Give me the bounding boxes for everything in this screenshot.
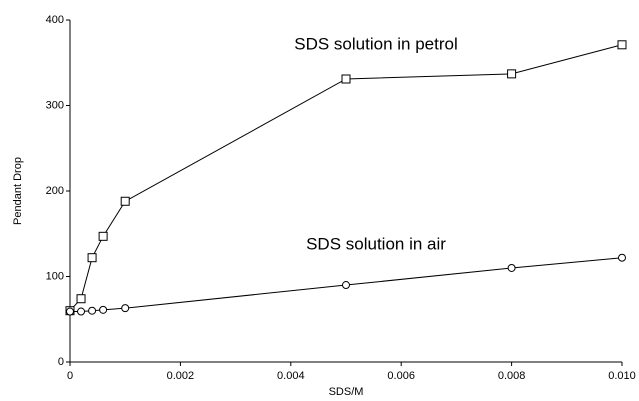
marker [87,253,97,263]
marker [98,231,108,241]
marker [77,307,86,316]
x-tick-label: 0.010 [608,370,636,382]
marker [507,263,516,272]
marker [99,305,108,314]
y-tick-label: 200 [46,185,64,197]
y-tick-label: 0 [58,356,64,368]
x-tick-label: 0.004 [277,370,305,382]
y-axis-label: Pendant Drop [12,157,24,225]
y-tick-label: 300 [46,99,64,111]
series-line [69,44,623,312]
x-tick-label: 0.006 [387,370,415,382]
marker [507,69,517,79]
y-tick-label: 100 [46,270,64,282]
series-annotation: SDS solution in petrol [294,34,457,53]
marker [121,304,130,313]
marker [618,253,626,262]
series-annotation: SDS solution in air [306,234,446,253]
marker [76,294,86,304]
marker [88,306,97,315]
x-axis-label: SDS/M [329,386,364,398]
marker [342,281,350,290]
x-tick-label: 0.002 [167,370,195,382]
y-tick-label: 400 [46,14,64,26]
marker [617,40,627,50]
x-tick-label: 0.008 [498,370,526,382]
marker [120,196,130,206]
x-tick-label: 0 [67,370,73,382]
marker [341,74,351,84]
marker [66,307,74,316]
